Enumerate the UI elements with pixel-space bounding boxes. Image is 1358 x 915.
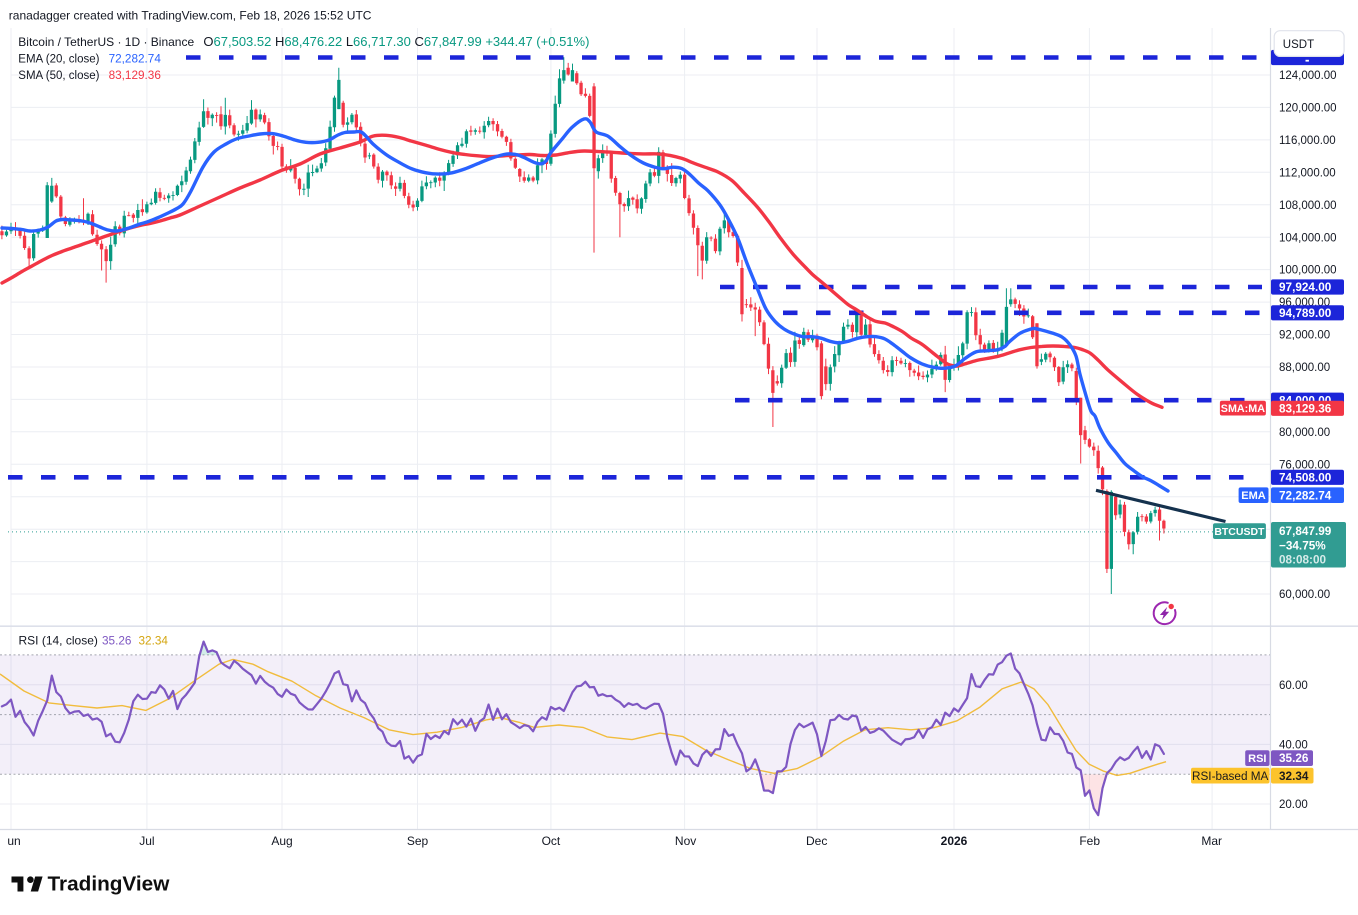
svg-text:ranadagger created with Tradin: ranadagger created with TradingView.com,… [9,8,372,22]
svg-text:94,789.00: 94,789.00 [1279,307,1332,320]
svg-text:BTCUSDT: BTCUSDT [1214,526,1265,538]
svg-text:97,924.00: 97,924.00 [1279,281,1332,294]
svg-text:35.26: 35.26 [1279,752,1309,765]
svg-text:83,129.36: 83,129.36 [1279,402,1332,415]
svg-text:RSI-based MA: RSI-based MA [1192,770,1269,783]
svg-text:TradingView: TradingView [48,873,171,896]
svg-text:116,000.00: 116,000.00 [1279,135,1336,147]
svg-text:Dec: Dec [806,834,827,848]
svg-text:20.00: 20.00 [1279,799,1308,811]
svg-text:112,000.00: 112,000.00 [1279,167,1336,179]
svg-text:EMA (20, close)72,282.74: EMA (20, close) 72,282.74 [18,52,161,65]
svg-text:Nov: Nov [675,834,696,848]
svg-text:60,000.00: 60,000.00 [1279,589,1330,601]
svg-text:Feb: Feb [1079,834,1100,848]
svg-text:USDT: USDT [1283,39,1314,51]
svg-text:Oct: Oct [542,834,561,848]
svg-text:EMA: EMA [1241,490,1266,502]
svg-text:72,282.74: 72,282.74 [1279,489,1332,502]
svg-text:76,000.00: 76,000.00 [1279,459,1330,471]
svg-text:Jul: Jul [139,834,154,848]
svg-text:2026: 2026 [941,834,968,848]
svg-text:40.00: 40.00 [1279,740,1308,752]
svg-text:80,000.00: 80,000.00 [1279,427,1330,439]
svg-text:SMA (50, close)83,129.36: SMA (50, close) 83,129.36 [18,69,161,82]
svg-text:92,000.00: 92,000.00 [1279,330,1330,342]
svg-text:124,000.00: 124,000.00 [1279,70,1337,82]
svg-text:60.00: 60.00 [1279,680,1308,692]
svg-text:Mar: Mar [1201,834,1222,848]
svg-text:Aug: Aug [271,834,292,848]
svg-text:104,000.00: 104,000.00 [1279,232,1337,244]
svg-text:74,508.00: 74,508.00 [1279,471,1332,484]
svg-text:67,847.99: 67,847.99 [1279,525,1332,538]
svg-text:32.34: 32.34 [1279,770,1309,783]
svg-text:108,000.00: 108,000.00 [1279,200,1337,212]
svg-text:Sep: Sep [407,834,429,848]
svg-text:100,000.00: 100,000.00 [1279,265,1337,277]
svg-text:120,000.00: 120,000.00 [1279,103,1337,115]
svg-text:−34.75%: −34.75% [1279,540,1326,553]
svg-text:Bitcoin / TetherUS · 1D · Bina: Bitcoin / TetherUS · 1D · Binance O67,503… [18,34,589,49]
svg-text:SMA:MA: SMA:MA [1221,403,1265,415]
svg-text:RSI: RSI [1248,753,1266,765]
svg-text:un: un [7,834,20,848]
svg-text:88,000.00: 88,000.00 [1279,362,1330,374]
svg-text:08:08:00: 08:08:00 [1279,554,1326,567]
